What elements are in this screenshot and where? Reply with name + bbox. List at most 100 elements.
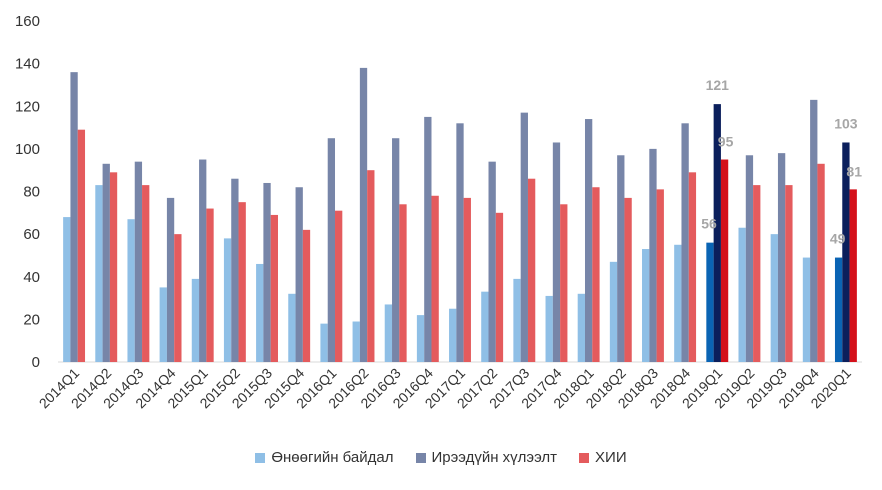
bar-2018Q3-s0 — [642, 249, 650, 362]
bar-2017Q3-s0 — [513, 278, 521, 362]
bar-2019Q2-s1 — [745, 155, 754, 362]
legend: Өнөөгийн байдал Ирээдүйн хүлээлт ХИИ — [0, 449, 882, 466]
x-axis-ticks: 2014Q12014Q22014Q32014Q42015Q12015Q22015… — [36, 365, 855, 412]
bar-2019Q3-s2 — [785, 185, 793, 362]
bar-2019Q3-s1 — [777, 153, 786, 362]
bar-2017Q2-s2 — [495, 212, 504, 362]
bar-2017Q2-s0 — [481, 291, 489, 362]
bar-2017Q1-s2 — [463, 197, 471, 362]
legend-label-current: Өнөөгийн байдал — [271, 449, 394, 466]
bar-2015Q2-s2 — [238, 202, 246, 362]
bar-2016Q3-s0 — [384, 304, 393, 362]
bar-2016Q3-s1 — [392, 138, 400, 362]
bar-2019Q4-s1 — [810, 99, 818, 363]
y-tick-label: 40 — [23, 269, 40, 286]
bar-2020Q1-s0 — [834, 257, 843, 362]
data-label-2020Q1-s0: 49 — [830, 231, 846, 247]
data-labels: 56 121 95 49 103 81 — [701, 77, 862, 246]
bar-2016Q1-s2 — [335, 210, 343, 362]
bar-2016Q4-s0 — [416, 315, 425, 362]
bar-2014Q4-s2 — [174, 234, 182, 363]
bar-2015Q2-s0 — [223, 238, 232, 362]
bar-2017Q2-s1 — [488, 161, 496, 362]
bar-2014Q2-s0 — [95, 185, 103, 362]
y-tick-label: 0 — [32, 354, 40, 371]
legend-item-expectations: Ирээдүйн хүлээлт — [415, 449, 558, 466]
bar-2016Q1-s0 — [320, 323, 328, 362]
bar-2015Q4-s1 — [295, 187, 303, 362]
bar-2016Q2-s0 — [352, 321, 360, 362]
legend-label-cci: ХИИ — [595, 449, 627, 466]
bar-2014Q4-s0 — [159, 287, 167, 362]
data-label-2020Q1-s1: 103 — [834, 115, 858, 131]
bar-2014Q2-s1 — [102, 163, 110, 362]
bar-2014Q3-s2 — [142, 185, 150, 362]
bar-2016Q2-s2 — [367, 170, 375, 362]
data-label-2020Q1-s2: 81 — [846, 163, 862, 179]
bar-2018Q1-s2 — [592, 187, 600, 362]
bar-2019Q2-s0 — [738, 227, 746, 362]
y-tick-label: 160 — [15, 13, 40, 30]
legend-swatch-current — [255, 452, 266, 463]
bar-2019Q3-s0 — [770, 234, 778, 363]
bar-2017Q4-s1 — [552, 142, 561, 362]
bar-2016Q1-s1 — [327, 138, 336, 362]
bar-2014Q4-s1 — [166, 197, 175, 362]
bar-2019Q4-s2 — [817, 163, 825, 362]
bar-2015Q3-s0 — [256, 263, 264, 362]
bar-2016Q4-s2 — [431, 195, 439, 362]
bar-2014Q1-s0 — [63, 217, 71, 362]
bar-2017Q3-s2 — [527, 178, 536, 362]
bar-2020Q1-s1 — [842, 142, 850, 362]
y-tick-label: 100 — [15, 141, 40, 158]
y-tick-label: 20 — [23, 311, 40, 328]
bar-2014Q2-s2 — [109, 172, 118, 362]
bar-2015Q3-s1 — [263, 182, 271, 362]
bar-2015Q2-s1 — [231, 178, 239, 362]
bar-2018Q1-s1 — [584, 119, 593, 362]
data-label-2019Q1-s0: 56 — [701, 216, 717, 232]
bar-2018Q2-s0 — [609, 261, 618, 362]
y-axis-ticks: 0 20 40 60 80 100 120 140 160 — [15, 13, 40, 371]
data-label-2019Q1-s2: 95 — [718, 134, 734, 150]
bar-2017Q4-s0 — [545, 295, 553, 362]
bar-2015Q4-s2 — [302, 229, 311, 362]
bar-2019Q1-s1 — [713, 104, 721, 363]
bar-2016Q4-s1 — [424, 116, 432, 362]
bar-2018Q2-s2 — [624, 197, 632, 362]
bar-2019Q1-s2 — [720, 159, 729, 362]
bar-2015Q1-s2 — [206, 208, 214, 362]
bar-2018Q3-s2 — [656, 189, 664, 362]
bar-2014Q1-s2 — [77, 129, 86, 362]
bar-2017Q4-s2 — [560, 204, 568, 362]
data-label-2019Q1-s1: 121 — [706, 77, 730, 93]
bar-2016Q2-s1 — [359, 67, 368, 362]
bar-2017Q1-s1 — [456, 123, 464, 362]
legend-swatch-expectations — [415, 452, 426, 463]
bar-2016Q3-s2 — [399, 204, 407, 362]
bar-2014Q3-s1 — [134, 161, 143, 362]
bar-2019Q2-s2 — [753, 185, 761, 362]
bar-2015Q4-s0 — [288, 293, 296, 362]
bar-2019Q1-s0 — [706, 242, 714, 362]
bar-2015Q3-s2 — [270, 214, 278, 362]
legend-item-current: Өнөөгийн байдал — [255, 449, 394, 466]
bar-2015Q1-s0 — [191, 278, 200, 362]
legend-label-expectations: Ирээдүйн хүлээлт — [431, 449, 558, 466]
bar-2017Q1-s0 — [449, 308, 457, 362]
legend-item-cci: ХИИ — [579, 449, 627, 466]
bar-2019Q4-s0 — [802, 257, 811, 362]
y-tick-label: 120 — [15, 98, 40, 115]
bar-2018Q4-s1 — [681, 123, 689, 362]
bar-series — [63, 67, 857, 363]
y-tick-label: 140 — [15, 56, 40, 73]
bar-2018Q2-s1 — [617, 155, 625, 362]
legend-swatch-cci — [579, 452, 590, 463]
bar-2018Q4-s0 — [674, 244, 682, 362]
bar-2015Q1-s1 — [199, 159, 207, 362]
bar-2014Q3-s0 — [127, 219, 135, 362]
y-tick-label: 80 — [23, 184, 40, 201]
bar-2014Q1-s1 — [70, 72, 78, 363]
bar-2018Q4-s2 — [688, 172, 697, 362]
